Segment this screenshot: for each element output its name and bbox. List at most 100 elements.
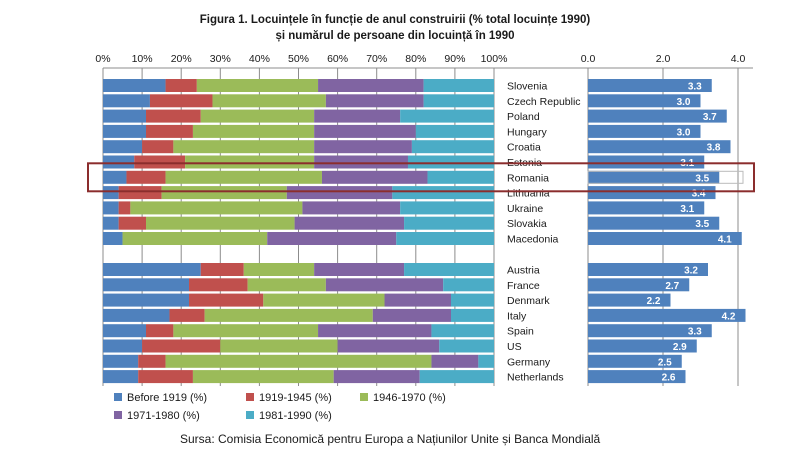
persons-bar-slovenia: [588, 79, 712, 92]
stacked-bar-us-1946-1970: [220, 339, 338, 353]
persons-value-label-croatia: 3.8: [707, 143, 721, 154]
persons-value-label-czech-republic: 3.0: [677, 97, 691, 108]
country-label-netherlands: Netherlands: [507, 372, 564, 384]
persons-bar-france: [588, 278, 690, 292]
stacked-bar-macedonia-1946-1970: [122, 232, 268, 245]
persons-value-label-france: 2.7: [665, 281, 679, 292]
stacked-bar-spain-before-1919: [103, 324, 147, 338]
legend-swatch-1981-1990: [246, 411, 254, 420]
persons-value-label-netherlands: 2.6: [662, 373, 676, 384]
legend-label-1981-1990: 1981-1990 (%): [259, 410, 332, 422]
stacked-bar-france-1919-1945: [189, 278, 248, 292]
legend-item-before-1919: Before 1919 (%): [114, 390, 207, 406]
stacked-bar-italy-1946-1970: [204, 308, 373, 322]
stacked-bar-spain-1981-1990: [431, 324, 494, 338]
stacked-bar-germany-1981-1990: [478, 354, 494, 368]
stacked-bar-lithuania-1971-1980: [286, 186, 393, 200]
stacked-bar-germany-1919-1945: [138, 354, 166, 368]
persons-value-label-italy: 4.2: [722, 311, 736, 322]
legend-item-1919-1945: 1919-1945 (%): [246, 390, 332, 406]
stacked-bar-france-before-1919: [103, 278, 190, 292]
stacked-bar-denmark-1919-1945: [189, 293, 264, 307]
stacked-bar-slovenia-1946-1970: [196, 79, 319, 92]
legend-label-before-1919: Before 1919 (%): [127, 392, 208, 404]
percent-tick-label: 30%: [210, 53, 231, 65]
stacked-bar-ukraine-1971-1980: [302, 201, 401, 215]
persons-tick-label: 4.0: [731, 53, 746, 65]
legend-label-1919-1945: 1919-1945 (%): [259, 392, 332, 404]
persons-value-label-us: 2.9: [673, 342, 687, 353]
stacked-bar-france-1981-1990: [443, 278, 494, 292]
source-note: Sursa: Comisia Economică pentru Europa a…: [180, 432, 601, 446]
stacked-bar-hungary-1919-1945: [146, 124, 193, 138]
stacked-bar-macedonia-1971-1980: [267, 232, 397, 245]
stacked-bar-croatia-1919-1945: [142, 140, 174, 154]
persons-value-label-poland: 3.7: [703, 112, 717, 123]
stacked-bar-germany-before-1919: [103, 354, 139, 368]
stacked-bar-romania-1946-1970: [165, 170, 322, 184]
stacked-bar-lithuania-1946-1970: [161, 186, 287, 200]
stacked-bar-netherlands-1946-1970: [192, 370, 334, 384]
stacked-bar-austria-before-1919: [103, 263, 201, 276]
country-label-denmark: Denmark: [507, 295, 550, 307]
persons-bar-hungary: [588, 124, 701, 138]
persons-bar-lithuania: [588, 186, 716, 200]
stacked-bar-slovakia-1971-1980: [294, 216, 405, 230]
stacked-bar-us-1981-1990: [439, 339, 494, 353]
stacked-bar-netherlands-1919-1945: [138, 370, 193, 384]
country-label-spain: Spain: [507, 326, 534, 338]
stacked-bar-france-1971-1980: [325, 278, 444, 292]
persons-bar-czech-republic: [588, 94, 701, 108]
stacked-bar-italy-1981-1990: [450, 308, 494, 322]
legend-swatch-1971-1980: [114, 411, 122, 420]
persons-tick-label: 0.0: [581, 53, 596, 65]
country-label-czech-republic: Czech Republic: [507, 96, 581, 108]
persons-value-label-spain: 3.3: [688, 327, 702, 338]
stacked-bar-romania-1919-1945: [126, 170, 166, 184]
stacked-bar-us-1919-1945: [142, 339, 221, 353]
stacked-bar-france-1946-1970: [247, 278, 326, 292]
stacked-bar-germany-1971-1980: [431, 354, 479, 368]
percent-tick-label: 80%: [405, 53, 426, 65]
country-label-poland: Poland: [507, 111, 540, 123]
country-label-slovakia: Slovakia: [507, 218, 547, 230]
persons-bar-romania: [588, 170, 720, 184]
stacked-bar-poland-1971-1980: [314, 109, 401, 123]
stacked-bar-italy-1919-1945: [169, 308, 205, 322]
legend-item-1981-1990: 1981-1990 (%): [246, 408, 332, 424]
stacked-bar-lithuania-1919-1945: [118, 186, 162, 200]
percent-tick-label: 60%: [327, 53, 348, 65]
stacked-bar-netherlands-before-1919: [103, 370, 139, 384]
stacked-bar-croatia-1981-1990: [411, 140, 494, 154]
country-label-hungary: Hungary: [507, 126, 547, 138]
chart-title-line2: și numărul de persoane din locuință în 1…: [275, 30, 515, 42]
stacked-bar-slovenia-1981-1990: [423, 79, 494, 92]
stacked-bar-denmark-1971-1980: [384, 293, 451, 307]
percent-tick-label: 10%: [132, 53, 153, 65]
persons-bar-us: [588, 339, 697, 353]
country-label-ukraine: Ukraine: [507, 203, 543, 215]
stacked-bar-lithuania-before-1919: [103, 186, 119, 200]
legend-swatch-1919-1945: [246, 393, 254, 402]
persons-bar-netherlands: [588, 370, 686, 384]
persons-value-label-germany: 2.5: [658, 357, 672, 368]
stacked-bar-poland-1946-1970: [200, 109, 315, 123]
stacked-bar-austria-1981-1990: [404, 263, 494, 276]
country-label-macedonia: Macedonia: [507, 234, 559, 246]
country-label-lithuania: Lithuania: [507, 188, 550, 200]
stacked-bar-romania-1981-1990: [427, 170, 494, 184]
percent-tick-label: 20%: [171, 53, 192, 65]
stacked-bar-estonia-1946-1970: [185, 155, 315, 169]
stacked-bar-denmark-1981-1990: [450, 293, 494, 307]
stacked-bar-hungary-before-1919: [103, 124, 147, 138]
stacked-bar-slovakia-1919-1945: [118, 216, 147, 230]
stacked-bar-lithuania-1981-1990: [392, 186, 494, 200]
stacked-bar-estonia-1919-1945: [134, 155, 186, 169]
persons-bar-denmark: [588, 293, 671, 307]
persons-bar-austria: [588, 263, 708, 276]
stacked-bar-poland-1919-1945: [146, 109, 201, 123]
stacked-bar-denmark-1946-1970: [263, 293, 385, 307]
stacked-bar-slovakia-1981-1990: [404, 216, 494, 230]
country-label-france: France: [507, 280, 540, 292]
